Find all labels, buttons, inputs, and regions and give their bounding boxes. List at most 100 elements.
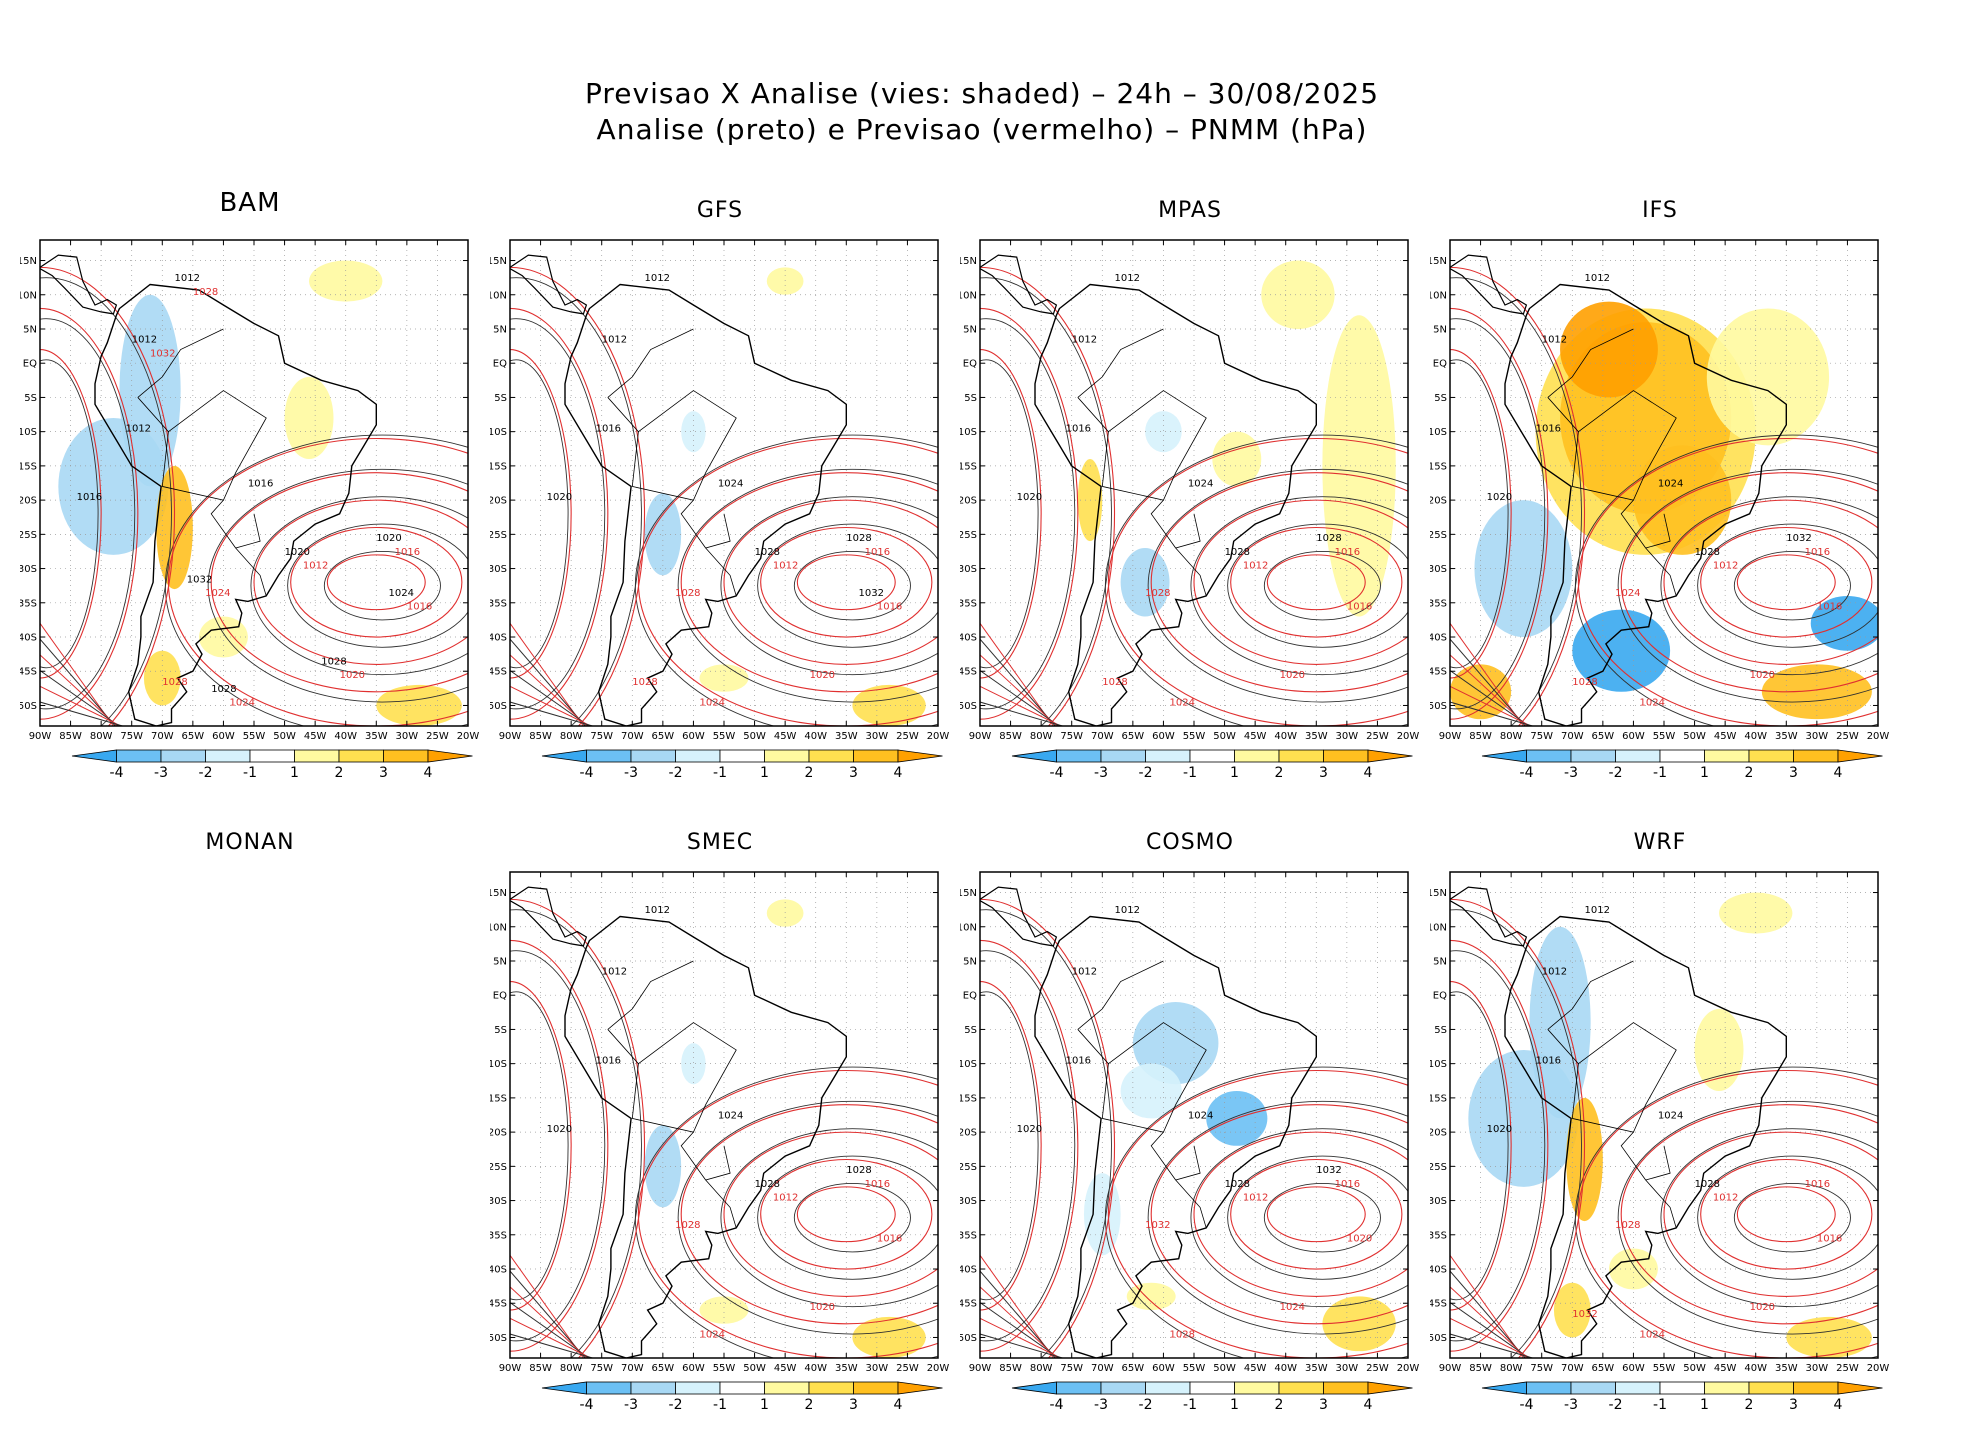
colorbar-swatch (630, 1381, 676, 1395)
isobar-label-analysis: 1020 (1017, 1124, 1042, 1135)
bias-patch (766, 899, 804, 927)
lon-tick-label: 85W (1469, 1363, 1492, 1374)
isobar-label-forecast: 1020 (1347, 1234, 1372, 1245)
lat-tick-label: 15S (20, 461, 37, 472)
title-line-1: Previsao X Analise (vies: shaded) – 24h … (584, 77, 1380, 110)
colorbar-swatch (1278, 1381, 1324, 1395)
colorbar-swatch (1234, 749, 1280, 763)
country-borders (137, 328, 267, 597)
isobar-label-analysis: 1028 (1695, 547, 1720, 558)
lon-tick-label: 80W (90, 731, 113, 742)
lat-tick-label: 25S (1430, 530, 1447, 541)
isobar-label-forecast: 1012 (773, 1193, 798, 1204)
isobar-label-analysis: 1032 (859, 588, 884, 599)
colorbar-label: 1 (1230, 1397, 1239, 1413)
bias-patch (1120, 548, 1170, 617)
lat-tick-label: 10N (1430, 290, 1447, 301)
isobar-label-forecast: 1024 (205, 588, 230, 599)
lon-tick-label: 20W (1867, 1363, 1890, 1374)
colorbar-label: 3 (1789, 765, 1798, 781)
lat-tick-label: 10S (490, 1059, 507, 1070)
lon-tick-label: 75W (1530, 731, 1553, 742)
panel-ifs: IFS 1012 1012 1016 1020 1024 1028 1032 1012 1016 1… (1430, 198, 1890, 818)
isobar-label-analysis: 1012 (1542, 335, 1567, 346)
lon-tick-label: 40W (1744, 731, 1767, 742)
lat-tick-label: 5N (1433, 324, 1447, 335)
central-america-coastline (510, 254, 588, 315)
colorbar-swatch (249, 749, 295, 763)
isobar-label-forecast: 1028 (675, 588, 700, 599)
isobar-label-analysis: 1012 (645, 273, 670, 284)
lon-tick-label: 40W (334, 731, 357, 742)
colorbar-swatch (1100, 1381, 1146, 1395)
lat-tick-label: 5N (963, 956, 977, 967)
colorbar-swatch (1793, 1381, 1839, 1395)
lon-tick-label: 75W (1530, 1363, 1553, 1374)
panel-title: MPAS (1158, 198, 1222, 223)
isobar-label-forecast: 1032 (1572, 1309, 1597, 1320)
isobars (1450, 266, 1878, 726)
colorbar-label: -3 (1094, 1397, 1108, 1413)
lon-tick-label: 80W (560, 731, 583, 742)
panel-title: MONAN (205, 830, 295, 855)
isobar-label-analysis: 1028 (1225, 547, 1250, 558)
lon-tick-label: 50W (1683, 1363, 1706, 1374)
lat-tick-label: 5N (963, 324, 977, 335)
lon-tick-label: 60W (1622, 731, 1645, 742)
lon-tick-label: 55W (243, 731, 266, 742)
lon-tick-label: 85W (529, 1363, 552, 1374)
isobars (510, 898, 938, 1358)
colorbar-swatch (1615, 1381, 1661, 1395)
lon-tick-label: 30W (1336, 731, 1359, 742)
isobar-label-forecast: 1032 (1145, 1220, 1170, 1231)
isobar-label-forecast: 1012 (1243, 1193, 1268, 1204)
lon-tick-label: 75W (590, 731, 613, 742)
isobar-label-analysis: 1012 (602, 335, 627, 346)
isobar-label-forecast: 1016 (395, 547, 420, 558)
colorbar-label: -4 (580, 1397, 594, 1413)
isobar-label-forecast: 1012 (1243, 561, 1268, 572)
isobar-label-forecast: 1016 (1335, 1179, 1360, 1190)
isobar-label-analysis: 1024 (1658, 1110, 1683, 1121)
isobar-label-analysis: 1020 (1487, 492, 1512, 503)
isobar-label-analysis: 1016 (1536, 424, 1561, 435)
lon-tick-label: 30W (1806, 731, 1829, 742)
bias-patch (1322, 315, 1396, 617)
colorbar-swatch (1011, 749, 1057, 763)
colorbar-label: 2 (335, 765, 344, 781)
colorbar-label: -4 (110, 765, 124, 781)
lat-tick-label: 15N (490, 888, 507, 899)
lon-tick-label: 40W (804, 731, 827, 742)
lat-tick-label: 20S (1430, 496, 1447, 507)
bias-patch (644, 493, 682, 576)
lon-tick-label: 55W (1653, 731, 1676, 742)
lat-tick-label: 25S (20, 530, 37, 541)
panel-cosmo: COSMO 1012 1012 1016 1020 1024 1028 1032 1012 101… (960, 830, 1420, 1450)
lon-tick-label: 50W (743, 1363, 766, 1374)
lon-tick-label: 70W (1561, 731, 1584, 742)
lat-tick-label: 5S (964, 393, 977, 404)
lat-tick-label: 35S (1430, 598, 1447, 609)
lon-tick-label: 65W (652, 1363, 675, 1374)
lat-tick-label: 15N (20, 256, 37, 267)
colorbar: -4 -3 -2 -1 1 2 3 4 (541, 1381, 943, 1413)
isobar-label-analysis: 1020 (1487, 1124, 1512, 1135)
isobar-label-analysis: 1016 (596, 1056, 621, 1067)
lat-tick-label: 10S (960, 1059, 977, 1070)
bias-patch (766, 267, 804, 295)
lon-tick-label: 60W (1152, 1363, 1175, 1374)
map-ifs: 1012 1012 1016 1020 1024 1028 1032 1012 1016 1016… (1430, 239, 1889, 742)
colorbar-label: -2 (1139, 765, 1153, 781)
lat-tick-label: 50S (960, 1333, 977, 1344)
lon-tick-label: 70W (1561, 1363, 1584, 1374)
lon-tick-label: 35W (1305, 731, 1328, 742)
south-america-coastline (1504, 283, 1787, 726)
colorbar-swatch (1481, 749, 1527, 763)
lat-tick-label: 40S (490, 633, 507, 644)
central-america-coastline (510, 886, 588, 947)
lat-tick-label: 25S (960, 1162, 977, 1173)
lon-tick-label: 60W (1622, 1363, 1645, 1374)
isobar-label-analysis: 1032 (187, 574, 212, 585)
isobar-label-analysis: 1012 (126, 424, 151, 435)
colorbar-label: 4 (1364, 1397, 1373, 1413)
